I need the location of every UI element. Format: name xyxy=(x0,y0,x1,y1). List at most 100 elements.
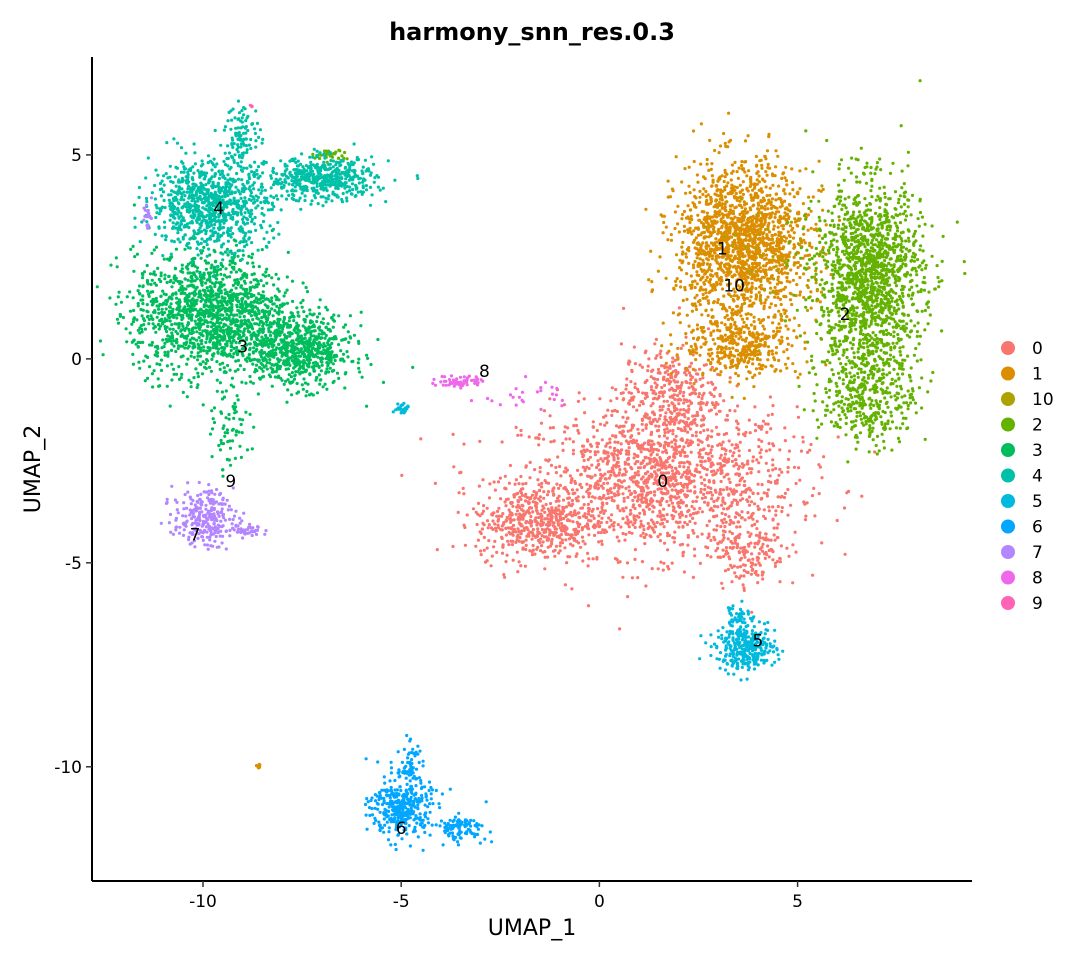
point xyxy=(648,491,652,495)
point xyxy=(721,533,726,537)
point xyxy=(615,535,619,539)
point xyxy=(655,499,659,503)
point xyxy=(720,581,724,585)
point xyxy=(770,548,774,552)
point xyxy=(686,535,690,539)
point xyxy=(715,283,719,287)
point xyxy=(518,512,522,516)
point xyxy=(693,296,697,300)
point xyxy=(593,453,598,457)
point xyxy=(744,237,748,241)
point xyxy=(746,352,750,356)
point xyxy=(535,508,539,512)
point xyxy=(683,454,687,458)
point xyxy=(724,226,728,230)
point xyxy=(674,279,678,283)
point xyxy=(737,454,741,458)
point xyxy=(633,548,638,552)
point xyxy=(562,526,566,531)
point xyxy=(731,250,735,254)
point xyxy=(776,495,780,499)
point xyxy=(708,254,712,258)
point xyxy=(756,573,760,577)
point xyxy=(770,197,775,201)
point xyxy=(704,246,709,251)
point xyxy=(703,483,707,487)
point xyxy=(722,463,727,467)
point xyxy=(564,505,569,509)
point xyxy=(720,174,724,178)
point xyxy=(528,549,532,553)
point xyxy=(892,355,896,359)
point xyxy=(776,220,781,224)
point xyxy=(702,429,706,433)
point xyxy=(462,492,466,496)
point xyxy=(705,467,709,472)
point xyxy=(684,380,688,384)
point xyxy=(698,367,702,371)
point xyxy=(733,196,737,200)
point xyxy=(744,221,749,225)
point xyxy=(631,523,635,527)
point xyxy=(801,435,805,439)
point xyxy=(713,213,717,217)
point xyxy=(629,439,633,443)
point xyxy=(689,401,693,406)
point xyxy=(724,347,728,351)
point xyxy=(617,473,621,477)
point xyxy=(625,515,629,519)
point xyxy=(650,280,654,284)
point xyxy=(741,583,745,587)
point xyxy=(612,521,616,525)
point xyxy=(727,230,732,234)
point xyxy=(400,473,404,477)
point xyxy=(775,481,779,485)
point xyxy=(774,513,778,517)
point xyxy=(824,363,828,367)
point xyxy=(641,486,645,490)
point xyxy=(673,446,677,451)
point xyxy=(729,211,733,215)
point xyxy=(682,229,687,233)
point xyxy=(586,506,591,510)
point xyxy=(701,448,705,452)
point xyxy=(708,230,712,234)
point xyxy=(739,243,743,247)
point xyxy=(682,445,686,449)
point xyxy=(601,486,605,490)
point xyxy=(549,519,554,523)
point xyxy=(658,413,663,418)
point xyxy=(767,509,771,513)
point xyxy=(563,583,568,587)
point xyxy=(731,454,735,458)
point xyxy=(724,473,729,477)
point xyxy=(681,250,685,254)
point xyxy=(787,554,791,558)
point xyxy=(774,351,778,355)
point xyxy=(691,129,696,133)
point xyxy=(757,535,761,539)
point xyxy=(568,437,572,441)
point xyxy=(743,301,747,305)
point xyxy=(615,453,620,457)
point xyxy=(636,390,641,394)
point xyxy=(730,308,734,312)
point xyxy=(640,365,645,369)
point xyxy=(471,507,476,511)
point xyxy=(505,515,509,520)
point xyxy=(720,202,725,206)
point xyxy=(753,405,757,409)
point xyxy=(635,514,639,518)
point xyxy=(644,481,648,485)
point xyxy=(522,540,526,544)
point xyxy=(524,481,528,486)
point xyxy=(810,354,814,358)
point xyxy=(773,174,777,178)
point xyxy=(744,281,748,285)
point xyxy=(696,213,700,217)
point xyxy=(673,406,677,410)
point xyxy=(639,477,644,481)
point xyxy=(695,410,699,415)
point xyxy=(723,569,728,573)
point xyxy=(511,523,516,528)
